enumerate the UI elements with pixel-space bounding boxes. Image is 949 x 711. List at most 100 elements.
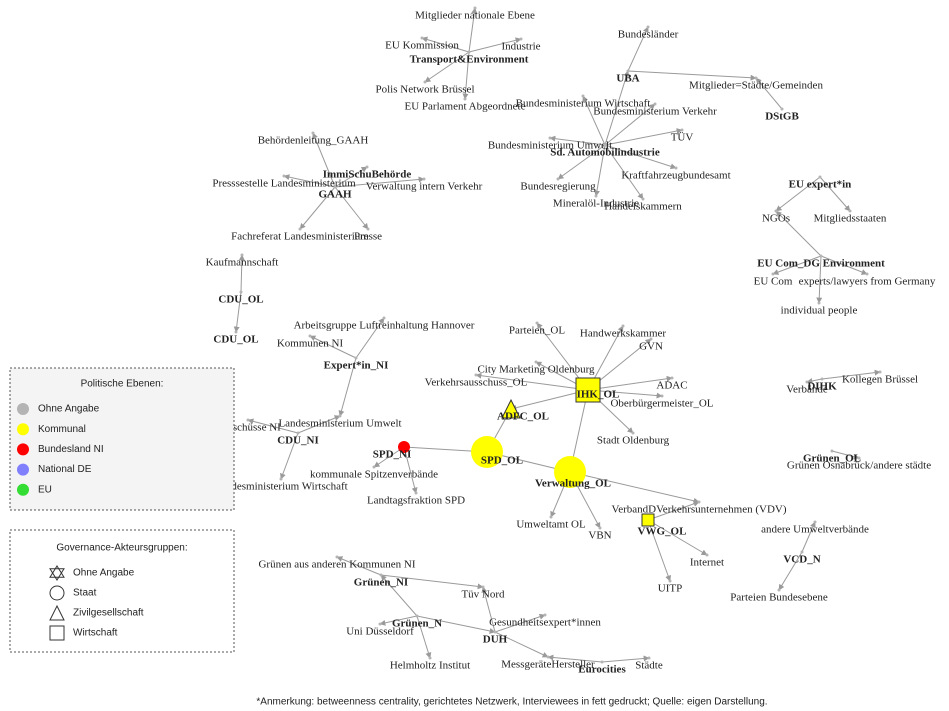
legend-label: EU [38, 484, 52, 495]
legend-swatch [17, 403, 29, 415]
node-marker [279, 477, 283, 481]
legend-box [9, 529, 235, 653]
node-marker [800, 550, 804, 554]
node-marker [631, 431, 635, 435]
node-marker [239, 290, 243, 294]
edge [772, 255, 822, 275]
edge [416, 615, 496, 634]
node-label: ADFC_OL [497, 411, 549, 423]
legend-label: Bundesland NI [38, 444, 104, 455]
node-label: EU Kommission [385, 40, 459, 52]
node-label: Stadt Oldenburg [597, 435, 670, 447]
node-marker [865, 272, 869, 276]
node-marker [660, 394, 664, 398]
legend-title: Governance-Akteursgruppen: [56, 543, 187, 554]
edge [336, 556, 382, 576]
node-marker [818, 175, 822, 179]
edge [424, 51, 470, 83]
node-label: Bundesministerium Wirtschaft [516, 98, 651, 110]
edge [778, 551, 803, 591]
legend-label: Staat [73, 588, 97, 599]
edge [334, 186, 369, 230]
node-marker [366, 227, 370, 231]
edge [334, 176, 425, 188]
edge [494, 613, 546, 633]
node-marker [546, 655, 550, 659]
node-marker [422, 177, 426, 181]
node-label: Umweltamt OL [516, 519, 586, 531]
node-label: CDU_OL [213, 334, 258, 346]
node-label: GAAH [319, 189, 352, 201]
edge [233, 291, 242, 333]
legend-shape [49, 565, 65, 581]
edge [601, 655, 650, 663]
node-label: EU Parlament Abgeordnete [405, 101, 526, 113]
node-label: TÜV [671, 132, 694, 144]
edge [604, 103, 656, 146]
edge [334, 166, 368, 188]
node-marker [311, 131, 315, 135]
legend-shape [49, 604, 65, 621]
edge [831, 450, 860, 460]
edge [547, 654, 603, 663]
legend-shape [49, 585, 65, 601]
node-label: VCD_N [783, 554, 820, 566]
node-label: Bundesländer [618, 29, 679, 41]
node-label: Mitglieder=Städte/Gemeinden [689, 80, 823, 92]
node-marker [379, 573, 383, 577]
node-marker [680, 128, 684, 132]
node-label: Arbeitsgruppe Luftreinhaltung Hannover [294, 320, 475, 332]
node-marker [534, 360, 538, 364]
edge [468, 7, 478, 53]
node-marker [653, 102, 657, 106]
legend-swatch [17, 443, 29, 456]
node-label: Uni Düsseldorf [346, 626, 414, 638]
node-label: UBA [616, 73, 639, 85]
node-label: Expert*in_NI [324, 360, 389, 372]
node-label: NGOs [762, 213, 790, 225]
node-marker [581, 94, 585, 98]
node-marker [819, 254, 823, 258]
node-marker [549, 515, 553, 519]
edge [238, 254, 245, 293]
node-label: Grünen aus anderen Kommunen NI [258, 559, 415, 571]
node-marker [647, 656, 651, 660]
legend-box [9, 367, 235, 511]
node-label: SPD_NI [373, 449, 412, 461]
node-label: Presssestelle Landesministerium [212, 178, 356, 190]
node-label: CDU_NI [277, 435, 319, 447]
node-label: Fachreferat Landesministerium [231, 231, 369, 243]
edge [587, 375, 673, 391]
node-label: EU expert*in [789, 179, 852, 191]
node-marker [697, 500, 701, 504]
node-marker [333, 185, 337, 189]
node-marker [670, 376, 674, 380]
node-marker [372, 465, 376, 469]
edge [379, 615, 418, 626]
edge [549, 135, 606, 146]
node-marker [335, 555, 339, 559]
node-label: Industrie [501, 41, 540, 53]
node-marker [878, 370, 882, 374]
node-marker [554, 456, 586, 488]
node-label: Kommunen NI [277, 338, 344, 350]
node-label: VBN [588, 530, 611, 542]
edge [569, 471, 700, 504]
node-marker [646, 25, 650, 29]
node-label: Behördenleitung_GAAH [258, 135, 369, 147]
node-label: Tüv Nord [461, 589, 505, 601]
node-label: Polis Network Brüssel [376, 84, 475, 96]
edge [647, 500, 700, 521]
node-label: VWG_OL [638, 526, 687, 538]
node-marker [771, 272, 775, 276]
node-marker [471, 436, 503, 468]
edge [247, 418, 299, 434]
node-marker [780, 107, 784, 111]
node-marker [354, 356, 358, 360]
node-label: DIHK [807, 381, 837, 393]
node-marker [777, 588, 781, 592]
node-label: Landesministerium Umwelt [278, 418, 401, 430]
edge [468, 37, 522, 53]
node-label: Bundesministerium Verkehr [593, 106, 717, 118]
legend-label: Kommunal [38, 424, 86, 435]
